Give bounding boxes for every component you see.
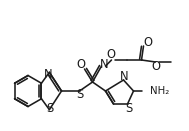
Text: S: S: [76, 89, 83, 102]
Text: O: O: [151, 61, 160, 73]
Text: N: N: [100, 58, 109, 70]
Text: O: O: [76, 58, 85, 70]
Text: N: N: [44, 67, 53, 81]
Text: O: O: [143, 36, 152, 48]
Text: S: S: [125, 102, 132, 114]
Text: O: O: [106, 48, 115, 61]
Text: N: N: [120, 70, 129, 83]
Text: S: S: [47, 102, 54, 114]
Text: NH₂: NH₂: [149, 86, 169, 96]
